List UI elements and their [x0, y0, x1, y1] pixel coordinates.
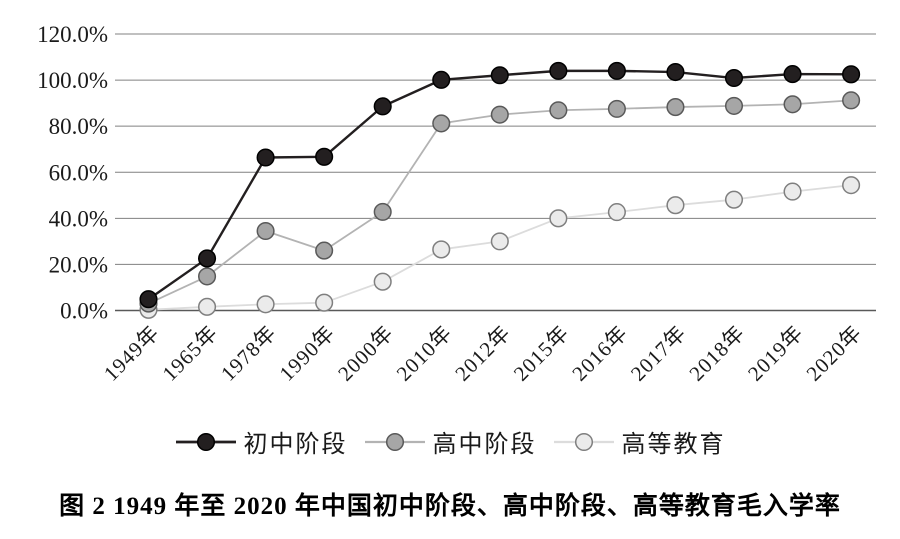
data-point	[198, 297, 217, 316]
y-axis-tick-label: 80.0%	[49, 114, 108, 139]
data-point	[139, 290, 158, 309]
data-point	[256, 295, 275, 314]
data-point	[724, 190, 744, 209]
data-point	[607, 203, 626, 222]
legend-marker-junior-secondary-icon	[175, 432, 236, 451]
y-axis-tick-label: 120.0%	[37, 22, 108, 47]
data-point	[724, 96, 744, 115]
y-axis-tick-label: 0.0%	[60, 299, 108, 324]
y-axis-tick-label: 20.0%	[49, 252, 108, 277]
data-point	[373, 272, 392, 291]
data-point	[432, 240, 451, 259]
y-axis-tick-label: 40.0%	[49, 206, 108, 231]
data-point	[198, 267, 217, 286]
data-point	[549, 101, 568, 120]
x-axis-tick-label: 2020年	[802, 321, 867, 386]
x-axis-tick-label: 1949年	[99, 321, 164, 386]
x-axis-tick-label: 2015年	[509, 321, 574, 386]
chart-legend: 初中阶段 高中阶段 高等教育	[0, 424, 900, 459]
data-point	[256, 148, 275, 167]
data-point	[490, 232, 509, 251]
data-point	[842, 176, 861, 195]
legend-label-junior-secondary: 初中阶段	[243, 432, 348, 458]
data-point	[373, 97, 392, 116]
data-point	[842, 91, 861, 110]
data-point	[315, 241, 334, 260]
data-point	[490, 66, 509, 85]
x-axis-tick-label: 2018年	[684, 321, 749, 386]
figure-caption: 图 2 1949 年至 2020 年中国初中阶段、高中阶段、高等教育毛入学率	[59, 493, 841, 520]
legend-label-senior-secondary: 高中阶段	[432, 432, 537, 458]
data-point	[666, 62, 685, 82]
data-point	[549, 209, 568, 228]
data-point	[783, 182, 802, 201]
data-point	[783, 65, 802, 84]
y-axis-tick-label: 60.0%	[49, 160, 108, 185]
legend-item-senior-secondary: 高中阶段	[364, 424, 537, 459]
data-point	[666, 196, 685, 215]
legend-item-junior-secondary: 初中阶段	[175, 424, 348, 459]
data-point	[315, 293, 334, 312]
legend-marker-higher-education-icon	[553, 432, 614, 451]
x-axis-tick-label: 1965年	[158, 321, 223, 386]
x-axis-tick-label: 2016年	[567, 321, 632, 386]
x-axis-tick-label: 2000年	[333, 321, 398, 386]
legend-item-higher-education: 高等教育	[553, 424, 726, 459]
x-axis-tick-label: 2019年	[743, 321, 808, 386]
data-point	[198, 249, 217, 268]
legend-label-higher-education: 高等教育	[621, 432, 726, 458]
data-point	[607, 99, 626, 118]
y-axis-tick-label: 100.0%	[37, 68, 108, 93]
data-point	[490, 105, 509, 124]
data-point	[842, 65, 861, 84]
x-axis-tick-label: 2017年	[626, 321, 691, 386]
data-point	[724, 68, 744, 88]
x-axis-tick-label: 2010年	[392, 321, 457, 386]
data-point	[783, 95, 802, 114]
data-point	[315, 147, 334, 166]
legend-marker-senior-secondary-icon	[364, 432, 425, 451]
data-point	[432, 114, 451, 133]
x-axis-tick-label: 1990年	[275, 321, 340, 386]
data-point	[432, 70, 451, 89]
data-point	[666, 97, 685, 117]
data-point	[256, 221, 275, 241]
series-line	[147, 99, 852, 305]
data-point	[549, 61, 568, 80]
enrollment-line-chart: 0.0% 20.0% 40.0% 60.0% 80.0% 100.0% 120.0% 1949…	[37, 22, 876, 386]
data-point	[607, 61, 626, 80]
x-axis-tick-label: 1978年	[216, 321, 281, 386]
x-axis-tick-label: 2012年	[450, 321, 515, 386]
data-point	[373, 202, 392, 221]
